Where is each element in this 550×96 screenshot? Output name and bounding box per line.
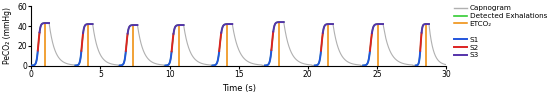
Y-axis label: PeCO₂ (mmHg): PeCO₂ (mmHg) xyxy=(3,7,12,64)
Legend: Capnogram, Detected Exhalations, ETCO₂, , S1, S2, S3: Capnogram, Detected Exhalations, ETCO₂, … xyxy=(454,5,547,58)
X-axis label: Time (s): Time (s) xyxy=(222,84,256,93)
